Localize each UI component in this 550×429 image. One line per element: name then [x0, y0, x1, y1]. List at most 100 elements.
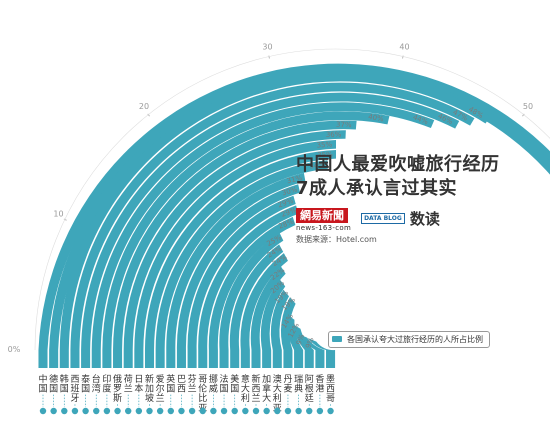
category-dot: [156, 407, 164, 415]
category-label: 俄罗斯: [113, 373, 122, 404]
category-label: 意大利: [241, 373, 250, 404]
category-label: 中国: [38, 373, 47, 395]
category-label: 韩国: [60, 373, 69, 395]
axis-tick-label: 50: [523, 102, 533, 111]
category-dot: [242, 407, 249, 415]
category-label: 挪威: [209, 373, 218, 395]
bar-20: [240, 253, 288, 368]
category-label: 加拿大: [262, 374, 271, 404]
bar-23: [270, 289, 290, 368]
bar-19: [229, 244, 284, 368]
category-label: 法国: [220, 373, 229, 395]
category-dot: [274, 407, 281, 415]
value-label: 35%: [317, 151, 333, 160]
bar-17: [208, 216, 296, 368]
category-label: 台湾: [92, 373, 101, 395]
bar-14: [176, 184, 301, 368]
category-dot: [178, 407, 185, 415]
axis-tick-label: 20: [139, 102, 149, 111]
category-dot: [82, 407, 89, 415]
category-label: 香港: [315, 374, 324, 395]
category-dot: [316, 407, 324, 415]
category-label: 丹麦: [283, 374, 292, 395]
category-dot: [306, 407, 313, 415]
category-dot: [167, 407, 174, 415]
axis-tick-mark: [147, 113, 150, 117]
category-label: 瑞典: [294, 373, 303, 395]
value-label: 40%: [367, 113, 384, 124]
category-dot: [252, 407, 260, 415]
category-dot: [114, 407, 121, 415]
category-dot: [295, 407, 302, 415]
axis-tick-mark: [402, 55, 404, 59]
value-label: 31%: [286, 174, 303, 185]
category-label: 日本: [134, 374, 143, 395]
value-label: 34%: [309, 161, 326, 171]
category-label: 荷兰: [124, 374, 133, 395]
axis-tick-label: 40: [399, 43, 409, 52]
category-dot: [39, 407, 47, 415]
category-dot: [103, 407, 111, 415]
axis-tick-label: 0%: [8, 345, 21, 354]
bar-22: [260, 279, 286, 368]
category-dot: [135, 407, 143, 415]
bar-26: [293, 324, 314, 368]
category-dot: [220, 407, 228, 415]
logo-row: 網易新聞 news-163-com DATA BLOG 数读: [296, 204, 546, 232]
bar-16: [198, 205, 299, 368]
datablog-logo: DATA BLOG: [361, 212, 405, 224]
category-dot: [284, 407, 292, 415]
category-dot: [327, 407, 334, 415]
category-dot: [146, 407, 153, 415]
category-label: 爱尔兰: [156, 374, 165, 404]
axis-tick-mark: [522, 113, 525, 117]
axis-arc: [34, 48, 550, 351]
bar-18: [219, 232, 284, 368]
category-dot: [93, 407, 100, 415]
category-dot: [210, 407, 217, 415]
legend-note: 各国承认夸大过旅行经历的人所占比例: [328, 331, 490, 348]
chart-title: 中国人最爱吹嘘旅行经历: [296, 154, 500, 175]
chart-subtitle: 7成人承认言过其实: [296, 178, 458, 199]
axis-tick-mark: [63, 218, 67, 221]
bar-6: [91, 102, 435, 368]
value-label: 37%: [336, 121, 352, 130]
category-dot: [199, 407, 206, 415]
bar-13: [166, 172, 306, 368]
category-dot: [61, 407, 68, 415]
category-dot: [125, 407, 132, 415]
bar-3: [59, 72, 491, 368]
category-label: 墨西哥: [326, 374, 335, 404]
value-label: 36%: [326, 131, 342, 139]
value-label: 35%: [316, 141, 332, 150]
shudu-logo: 数读: [409, 209, 440, 228]
category-label: 英国: [166, 373, 175, 395]
bar-5: [81, 92, 460, 369]
bar-27: [299, 334, 325, 368]
category-label: 德国: [49, 373, 58, 395]
category-label: 西班牙: [70, 374, 79, 404]
netease-url: news-163-com: [296, 224, 352, 232]
netease-logo: 網易新聞 news-163-com: [296, 204, 351, 232]
category-dot: [231, 407, 238, 415]
category-dot: [71, 407, 79, 415]
axis-tick-mark: [268, 55, 270, 59]
value-label: 9%: [304, 336, 315, 350]
axis-tick-label: 30: [262, 43, 272, 52]
title-block: 中国人最爱吹嘘旅行经历 7成人承认言过其实 網易新聞 news-163-com …: [296, 153, 546, 245]
category-label: 阿根廷: [305, 374, 314, 404]
category-label: 新加坡: [145, 373, 154, 404]
category-label: 泰国: [81, 373, 90, 395]
data-source: 数据来源：Hotel.com: [296, 235, 377, 244]
bar-15: [187, 195, 296, 368]
netease-logo-text: 網易新聞: [296, 208, 348, 223]
category-dot: [263, 407, 270, 415]
bar-28: [308, 338, 336, 368]
category-label: 芬兰: [188, 374, 197, 395]
bar-21: [250, 266, 286, 368]
category-label: 巴西: [177, 374, 186, 395]
category-dot: [188, 407, 196, 415]
category-label: 美国: [230, 373, 239, 395]
